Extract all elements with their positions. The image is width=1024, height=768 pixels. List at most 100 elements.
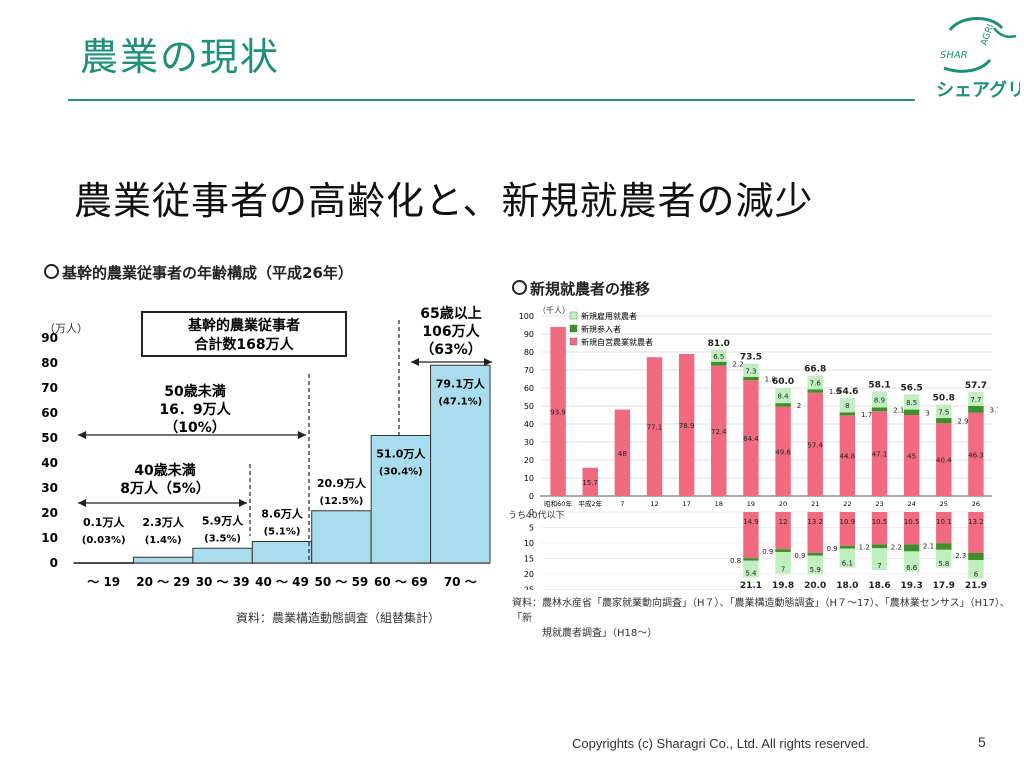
sub-self-employed-bar [743,512,759,559]
right-category-label: 23 [875,500,883,508]
right-category-label: 22 [843,500,851,508]
under40-label-2: 8万人（5%） [120,480,210,497]
entrant-value: 3 [925,409,929,417]
self-employed-bar [582,467,598,496]
sub-entrant-value: 1.2 [859,544,870,552]
self-employed-value: 93.9 [550,408,566,416]
entrant-bar [903,409,920,415]
under40-arrow-head-left [78,499,86,507]
sub-entrant-value: 0.9 [794,552,805,560]
age-composition-chart: （万人） 0 10 20 30 40 50 60 70 80 90 0.1万人 (0.03%) 2.3… [41,305,492,589]
sub-entrant-bar [903,544,920,552]
self-employed-bar [614,409,631,496]
age-bar [430,364,491,564]
sub-y-tick: 15 [524,555,534,564]
over65-label-2: 106万人 [422,323,480,340]
sub-entrant-bar [871,544,888,549]
legend-swatch [569,324,578,333]
sub-entrant-bar [775,549,791,552]
entrant-bar [936,418,952,424]
circle-bullet-icon [512,280,527,295]
age-value-label: 2.3万人 [142,515,184,529]
right-category-label: 24 [908,500,916,508]
entrant-bar [775,403,791,407]
entrant-value: 1.8 [765,375,776,383]
sub-y-tick: 5 [529,524,534,533]
sub-y-tick: 25 [524,586,534,591]
left-y-tick: 40 [41,456,58,470]
left-y-tick: 0 [50,556,58,570]
entrant-value: 2 [797,402,801,410]
employed-value: 6.5 [713,353,724,361]
sub-employed-bar [775,551,791,574]
total-value: 58.1 [868,380,890,390]
right-y-tick: 90 [524,330,534,339]
over65-arrow-head-left [411,358,419,366]
entrant-bar [743,376,759,381]
self-employed-bar [550,326,566,496]
under50-label-2: 16．9万人 [159,401,231,418]
sub-employed-value: 5.4 [745,569,757,577]
title-divider [68,99,915,101]
page-number: 5 [978,734,986,750]
right-category-label: 昭和60年 [544,499,572,508]
under40-arrow-head-right [239,499,247,507]
age-bar [73,562,134,564]
right-category-label: 17 [683,500,691,508]
total-box-line-2: 合計数168万人 [194,336,294,353]
age-bar [192,547,253,564]
self-employed-value: 40.4 [936,457,952,465]
right-y-tick: 10 [524,474,534,483]
sub-self-employed-bar [903,512,920,545]
sub-panel-label: うち40代以下 [508,510,564,521]
total-value: 50.8 [933,394,955,404]
sub-total-value: 21.9 [965,581,987,590]
sub-total-value: 18.0 [836,581,858,590]
age-value-label: 20.9万人 [317,476,367,490]
age-share-label: (1.4%) [145,535,182,546]
right-y-tick: 70 [524,366,534,375]
age-value-label: 51.0万人 [376,447,426,461]
sub-self-employed-bar [807,512,823,553]
age-value-label: 79.1万人 [436,376,486,390]
self-employed-value: 72.4 [711,428,727,436]
sub-entrant-value: 2.3 [955,552,966,560]
sub-entrant-bar [743,558,759,561]
self-employed-bar [903,415,920,496]
sub-self-employed-value: 10.5 [872,518,888,526]
self-employed-bar [968,412,984,496]
total-box [141,311,347,357]
left-chart-title: 基幹的農業従事者の年齢構成（平成26年） [44,262,353,283]
sub-self-employed-bar [968,512,984,553]
sub-entrant-bar [968,552,984,561]
right-category-label: 26 [972,500,980,508]
total-value: 66.8 [804,365,826,375]
age-bar [370,435,432,564]
sub-total-value: 19.3 [901,581,923,590]
left-y-tick: 50 [41,431,58,445]
legend-label: 新規参入者 [581,324,621,334]
self-employed-bar [839,415,856,496]
sub-entrant-value: 0.8 [730,557,741,565]
age-category-label: 60 ～ 69 [374,575,428,589]
legend-swatch [569,337,578,346]
right-y-tick: 40 [524,420,534,429]
sub-employed-bar [871,548,888,570]
right-category-label: 平成2年 [578,499,602,508]
entrant-bar [807,389,823,393]
sub-self-employed-value: 13.2 [807,518,823,526]
employed-value: 7.3 [745,367,756,375]
right-category-label: 18 [715,500,723,508]
under50-label-3: （10%） [164,420,226,436]
sub-employed-bar [807,555,823,574]
employed-bar [903,394,920,410]
sub-total-value: 20.0 [804,581,826,590]
under50-label-1: 50歳未満 [164,383,225,400]
age-category-label: 30 ～ 39 [196,575,250,589]
employed-value: 8.5 [906,399,917,407]
self-employed-bar [711,365,727,496]
sub-employed-bar [839,548,856,568]
sub-y-tick: 0 [529,508,534,517]
sub-self-employed-bar [775,512,791,550]
sub-self-employed-bar [839,512,856,546]
